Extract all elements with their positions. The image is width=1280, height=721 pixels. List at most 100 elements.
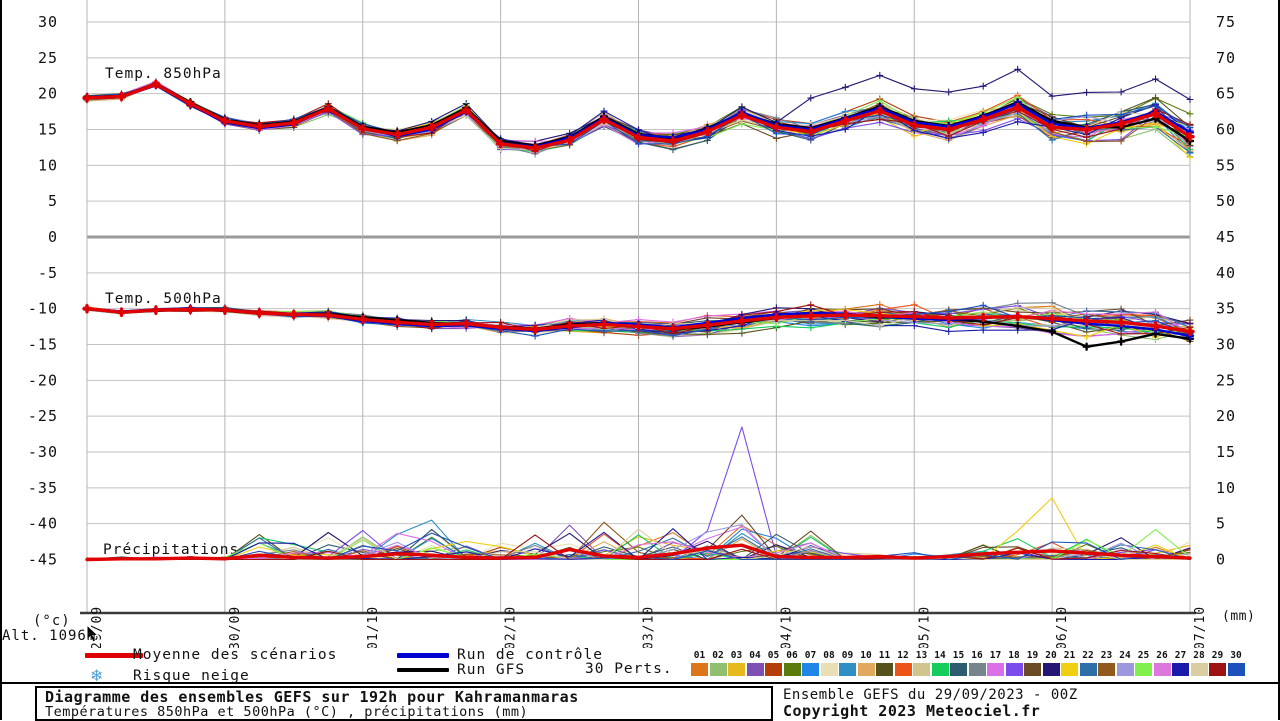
pert-color-swatch [1209,663,1226,676]
gfs-line-swatch [397,668,449,672]
pert-color-swatch [857,663,875,676]
pert-number: 03 [730,650,743,661]
svg-text:40: 40 [1216,264,1236,282]
svg-text:25: 25 [38,49,58,67]
pert-number: 05 [767,650,780,661]
svg-text:0: 0 [1216,551,1226,569]
svg-text:75: 75 [1216,13,1236,31]
pert-legend-item: 17 [987,650,1004,676]
pert-color-swatch [894,663,912,676]
legend-mean-label: Moyenne des scénarios [133,647,338,663]
svg-text:15: 15 [38,120,58,138]
svg-text:-10: -10 [28,300,58,318]
pert-number: 26 [1156,650,1168,661]
pert-color-swatch [987,663,1004,676]
pert-color-swatch [820,663,838,676]
pert-legend-item: 03 [728,650,745,676]
pert-legend-item: 25 [1135,650,1152,676]
mouse-cursor-icon [86,624,100,643]
pert-number: 19 [1026,650,1039,661]
svg-text:-35: -35 [28,479,58,497]
pert-color-swatch [1079,663,1097,676]
pert-color-swatch [765,663,782,676]
svg-text:06/10: 06/10 [1055,606,1070,648]
right-border [1278,0,1280,720]
svg-text:20: 20 [1216,407,1236,425]
legend-gfs-label: Run GFS [457,662,526,678]
svg-text:10: 10 [1216,479,1236,497]
svg-text:-15: -15 [28,336,58,354]
svg-text:5: 5 [1216,515,1226,533]
pert-legend-item: 29 [1209,650,1226,676]
footer-separator [0,682,1280,684]
altitude-label: Alt. 1096m [2,628,97,644]
pert-number: 02 [712,650,724,661]
svg-text:25: 25 [1216,371,1236,389]
pert-color-swatch [1190,663,1208,676]
pert-color-swatch [1098,663,1115,676]
pert-number: 11 [878,650,891,661]
pert-color-swatch [1042,663,1060,676]
svg-text:30/09: 30/09 [228,606,243,648]
pert-legend-item: 14 [931,650,949,676]
pert-legend-item: 19 [1024,650,1041,676]
pert-number: 06 [786,650,798,661]
ensemble-spaghetti-chart: 302520151050-5-10-15-20-25-30-35-40-4575… [28,0,1236,648]
pert-color-swatch [968,663,986,676]
svg-text:45: 45 [1216,228,1236,246]
pert-number: 16 [971,650,983,661]
svg-text:35: 35 [1216,300,1236,318]
pert-number: 18 [1008,650,1020,661]
legend-control-label: Run de contrôle [457,647,603,663]
svg-text:Temp. 850hPa: Temp. 850hPa [105,66,222,82]
pert-number: 08 [823,650,835,661]
pert-legend-item: 13 [913,650,930,676]
pert-legend-item: 22 [1079,650,1097,676]
svg-text:Temp. 500hPa: Temp. 500hPa [105,291,222,307]
svg-text:30: 30 [1216,336,1236,354]
svg-text:02/10: 02/10 [504,606,519,648]
pert-legend-item: 21 [1061,650,1078,676]
pert-legend-item: 07 [802,650,819,676]
copyright-label: Copyright 2023 Meteociel.fr [783,702,1041,720]
pert-number: 04 [749,650,761,661]
svg-text:5: 5 [48,192,58,210]
pert-legend-strip: 01 02 03 04 05 06 07 08 09 10 11 12 13 14 15 16 17 18 19 20… [691,650,1245,676]
pert-legend-item: 24 [1116,650,1134,676]
svg-text:30: 30 [38,13,58,31]
pert-number: 28 [1193,650,1205,661]
svg-text:03/10: 03/10 [642,606,657,648]
chart-title: Diagramme des ensembles GEFS sur 192h po… [45,688,579,706]
left-axis-unit-label: (°c) [33,613,71,629]
pert-number: 23 [1100,650,1113,661]
pert-number: 10 [860,650,872,661]
pert-color-swatch [931,663,949,676]
pert-number: 14 [934,650,946,661]
pert-color-swatch [876,663,893,676]
pert-number: 30 [1230,650,1242,661]
pert-number: 21 [1063,650,1076,661]
svg-text:55: 55 [1216,156,1236,174]
pert-legend-item: 27 [1172,650,1189,676]
pert-color-swatch [1061,663,1078,676]
svg-text:-30: -30 [28,443,58,461]
pert-legend-item: 15 [950,650,967,676]
svg-text:50: 50 [1216,192,1236,210]
pert-color-swatch [1116,663,1134,676]
pert-color-swatch [1172,663,1189,676]
pert-legend-item: 16 [968,650,986,676]
chart-title-box: Diagramme des ensembles GEFS sur 192h po… [35,686,773,721]
pert-color-swatch [691,663,708,676]
svg-text:Précipitations: Précipitations [103,542,239,558]
svg-text:05/10: 05/10 [917,606,932,648]
pert-color-swatch [950,663,967,676]
pert-number: 12 [897,650,909,661]
pert-legend-item: 05 [765,650,782,676]
svg-text:-45: -45 [28,551,58,569]
pert-legend-item: 12 [894,650,912,676]
pert-number: 01 [693,650,706,661]
pert-color-swatch [802,663,819,676]
svg-text:15: 15 [1216,443,1236,461]
pert-number: 13 [915,650,928,661]
pert-color-swatch [1005,663,1023,676]
